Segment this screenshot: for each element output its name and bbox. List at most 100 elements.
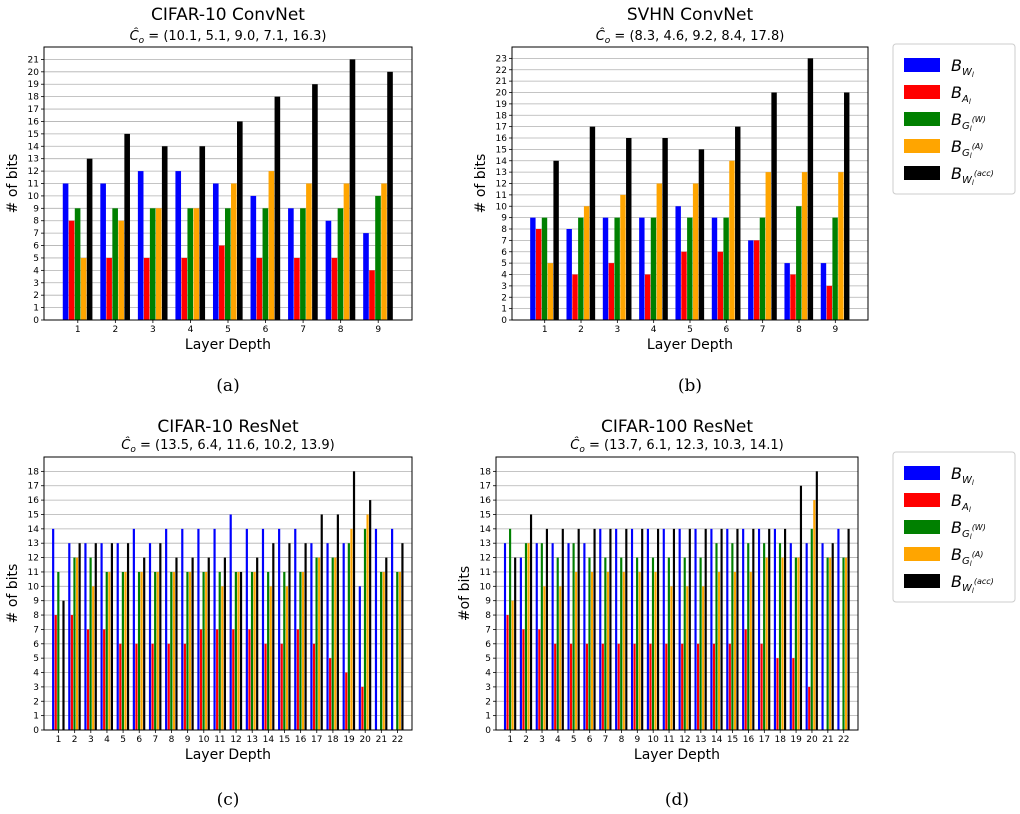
bar-bw: [310, 543, 313, 730]
y-tick-label: 18: [496, 111, 508, 121]
bar-bga: [398, 571, 401, 730]
y-tick-label: 4: [33, 266, 39, 276]
bar-bga: [318, 557, 321, 730]
bar-bgw: [187, 208, 194, 320]
x-tick-label: 5: [225, 325, 231, 335]
y-tick-label: 14: [28, 525, 40, 535]
bar-bwacc: [304, 543, 307, 730]
bar-bgw: [794, 557, 797, 730]
bar-bgw: [154, 571, 157, 730]
bar-bw: [583, 543, 586, 730]
bar-bgw: [541, 217, 548, 320]
y-tick-label: 2: [501, 293, 507, 303]
y-tick-label: 12: [480, 554, 491, 564]
bar-bwacc: [312, 84, 318, 321]
bar-bga: [590, 571, 594, 730]
x-tick-label: 18: [774, 735, 786, 745]
bar-bw: [181, 528, 184, 730]
bar-ba: [728, 643, 731, 730]
bar-bw: [602, 217, 609, 320]
chart-title: SVHN ConvNet: [627, 5, 754, 25]
x-tick-label: 14: [263, 735, 275, 745]
bar-ba: [296, 629, 299, 730]
bar-bwacc: [577, 528, 580, 730]
bar-bgw: [89, 557, 92, 730]
bar-ba: [538, 629, 541, 730]
bar-bgw: [202, 571, 205, 730]
y-tick-label: 0: [485, 726, 491, 736]
y-tick-label: 10: [480, 582, 492, 592]
y-tick-label: 17: [480, 482, 491, 492]
bar-bw: [197, 528, 200, 730]
x-axis-label: Layer Depth: [634, 747, 720, 763]
y-tick-label: 5: [33, 254, 39, 264]
bar-bga: [838, 172, 844, 320]
bar-bw: [84, 543, 87, 730]
bar-bgw: [57, 571, 60, 730]
bar-bgw: [699, 557, 702, 730]
bar-ba: [68, 220, 75, 320]
bar-bw: [148, 543, 152, 730]
bar-ba: [216, 629, 219, 730]
bar-bw: [821, 543, 824, 730]
y-tick-label: 15: [28, 130, 39, 140]
bar-bga: [559, 586, 562, 730]
bar-bga: [813, 500, 816, 730]
bar-bwacc: [831, 543, 834, 730]
y-tick-label: 12: [496, 180, 507, 190]
bar-ba: [167, 643, 170, 730]
bar-ba: [135, 643, 138, 730]
x-tick-label: 16: [295, 735, 307, 745]
bar-ba: [103, 629, 106, 730]
y-tick-label: 1: [33, 712, 39, 722]
bar-bw: [52, 528, 55, 730]
bar-bw: [325, 220, 332, 320]
bar-ba: [753, 240, 760, 320]
bar-bga: [343, 183, 350, 320]
bar-ba: [826, 285, 832, 320]
y-tick-label: 7: [33, 229, 39, 239]
bar-ba: [248, 629, 251, 730]
y-tick-label: 9: [33, 597, 39, 607]
y-tick-label: 11: [28, 180, 39, 190]
bar-ba: [369, 270, 375, 320]
bar-bga: [717, 571, 721, 730]
bar-ba: [744, 629, 747, 730]
bar-bgw: [396, 571, 399, 730]
bar-ba: [312, 643, 316, 730]
bar-bga: [382, 571, 385, 730]
y-tick-label: 22: [496, 66, 507, 76]
bar-bwacc: [239, 571, 243, 730]
bar-bw: [675, 206, 681, 320]
bar-bga: [511, 600, 514, 730]
chart-subtitle: Ĉo = (8.3, 4.6, 9.2, 8.4, 17.8): [596, 28, 785, 46]
bar-ba: [717, 251, 724, 320]
bar-bgw: [267, 571, 270, 730]
bar-bga: [829, 557, 832, 730]
bar-ba: [585, 643, 589, 730]
bar-bwacc: [237, 121, 243, 320]
bar-bgw: [540, 543, 543, 730]
x-tick-label: 4: [188, 325, 194, 335]
legend-swatch-bw: [904, 466, 940, 480]
y-tick-label: 4: [33, 669, 39, 679]
legend-label-bw: BWl: [951, 464, 974, 487]
x-tick-label: 21: [822, 735, 833, 745]
bar-bw: [519, 557, 522, 730]
chart-title: CIFAR-100 ResNet: [601, 417, 753, 437]
y-tick-label: 11: [480, 568, 491, 578]
bar-bwacc: [207, 557, 210, 730]
x-tick-label: 17: [759, 735, 770, 745]
bar-bw: [630, 528, 634, 730]
legend-swatch-bgw: [904, 112, 940, 126]
bar-bw: [245, 528, 248, 730]
y-tick-label: 1: [33, 304, 39, 314]
x-tick-label: 9: [375, 325, 381, 335]
x-tick-label: 4: [555, 735, 561, 745]
bar-bwacc: [698, 149, 705, 320]
x-tick-label: 6: [263, 325, 269, 335]
y-tick-label: 11: [28, 568, 39, 578]
x-tick-label: 12: [679, 735, 690, 745]
y-tick-label: 9: [33, 204, 39, 214]
bar-bga: [140, 571, 143, 730]
